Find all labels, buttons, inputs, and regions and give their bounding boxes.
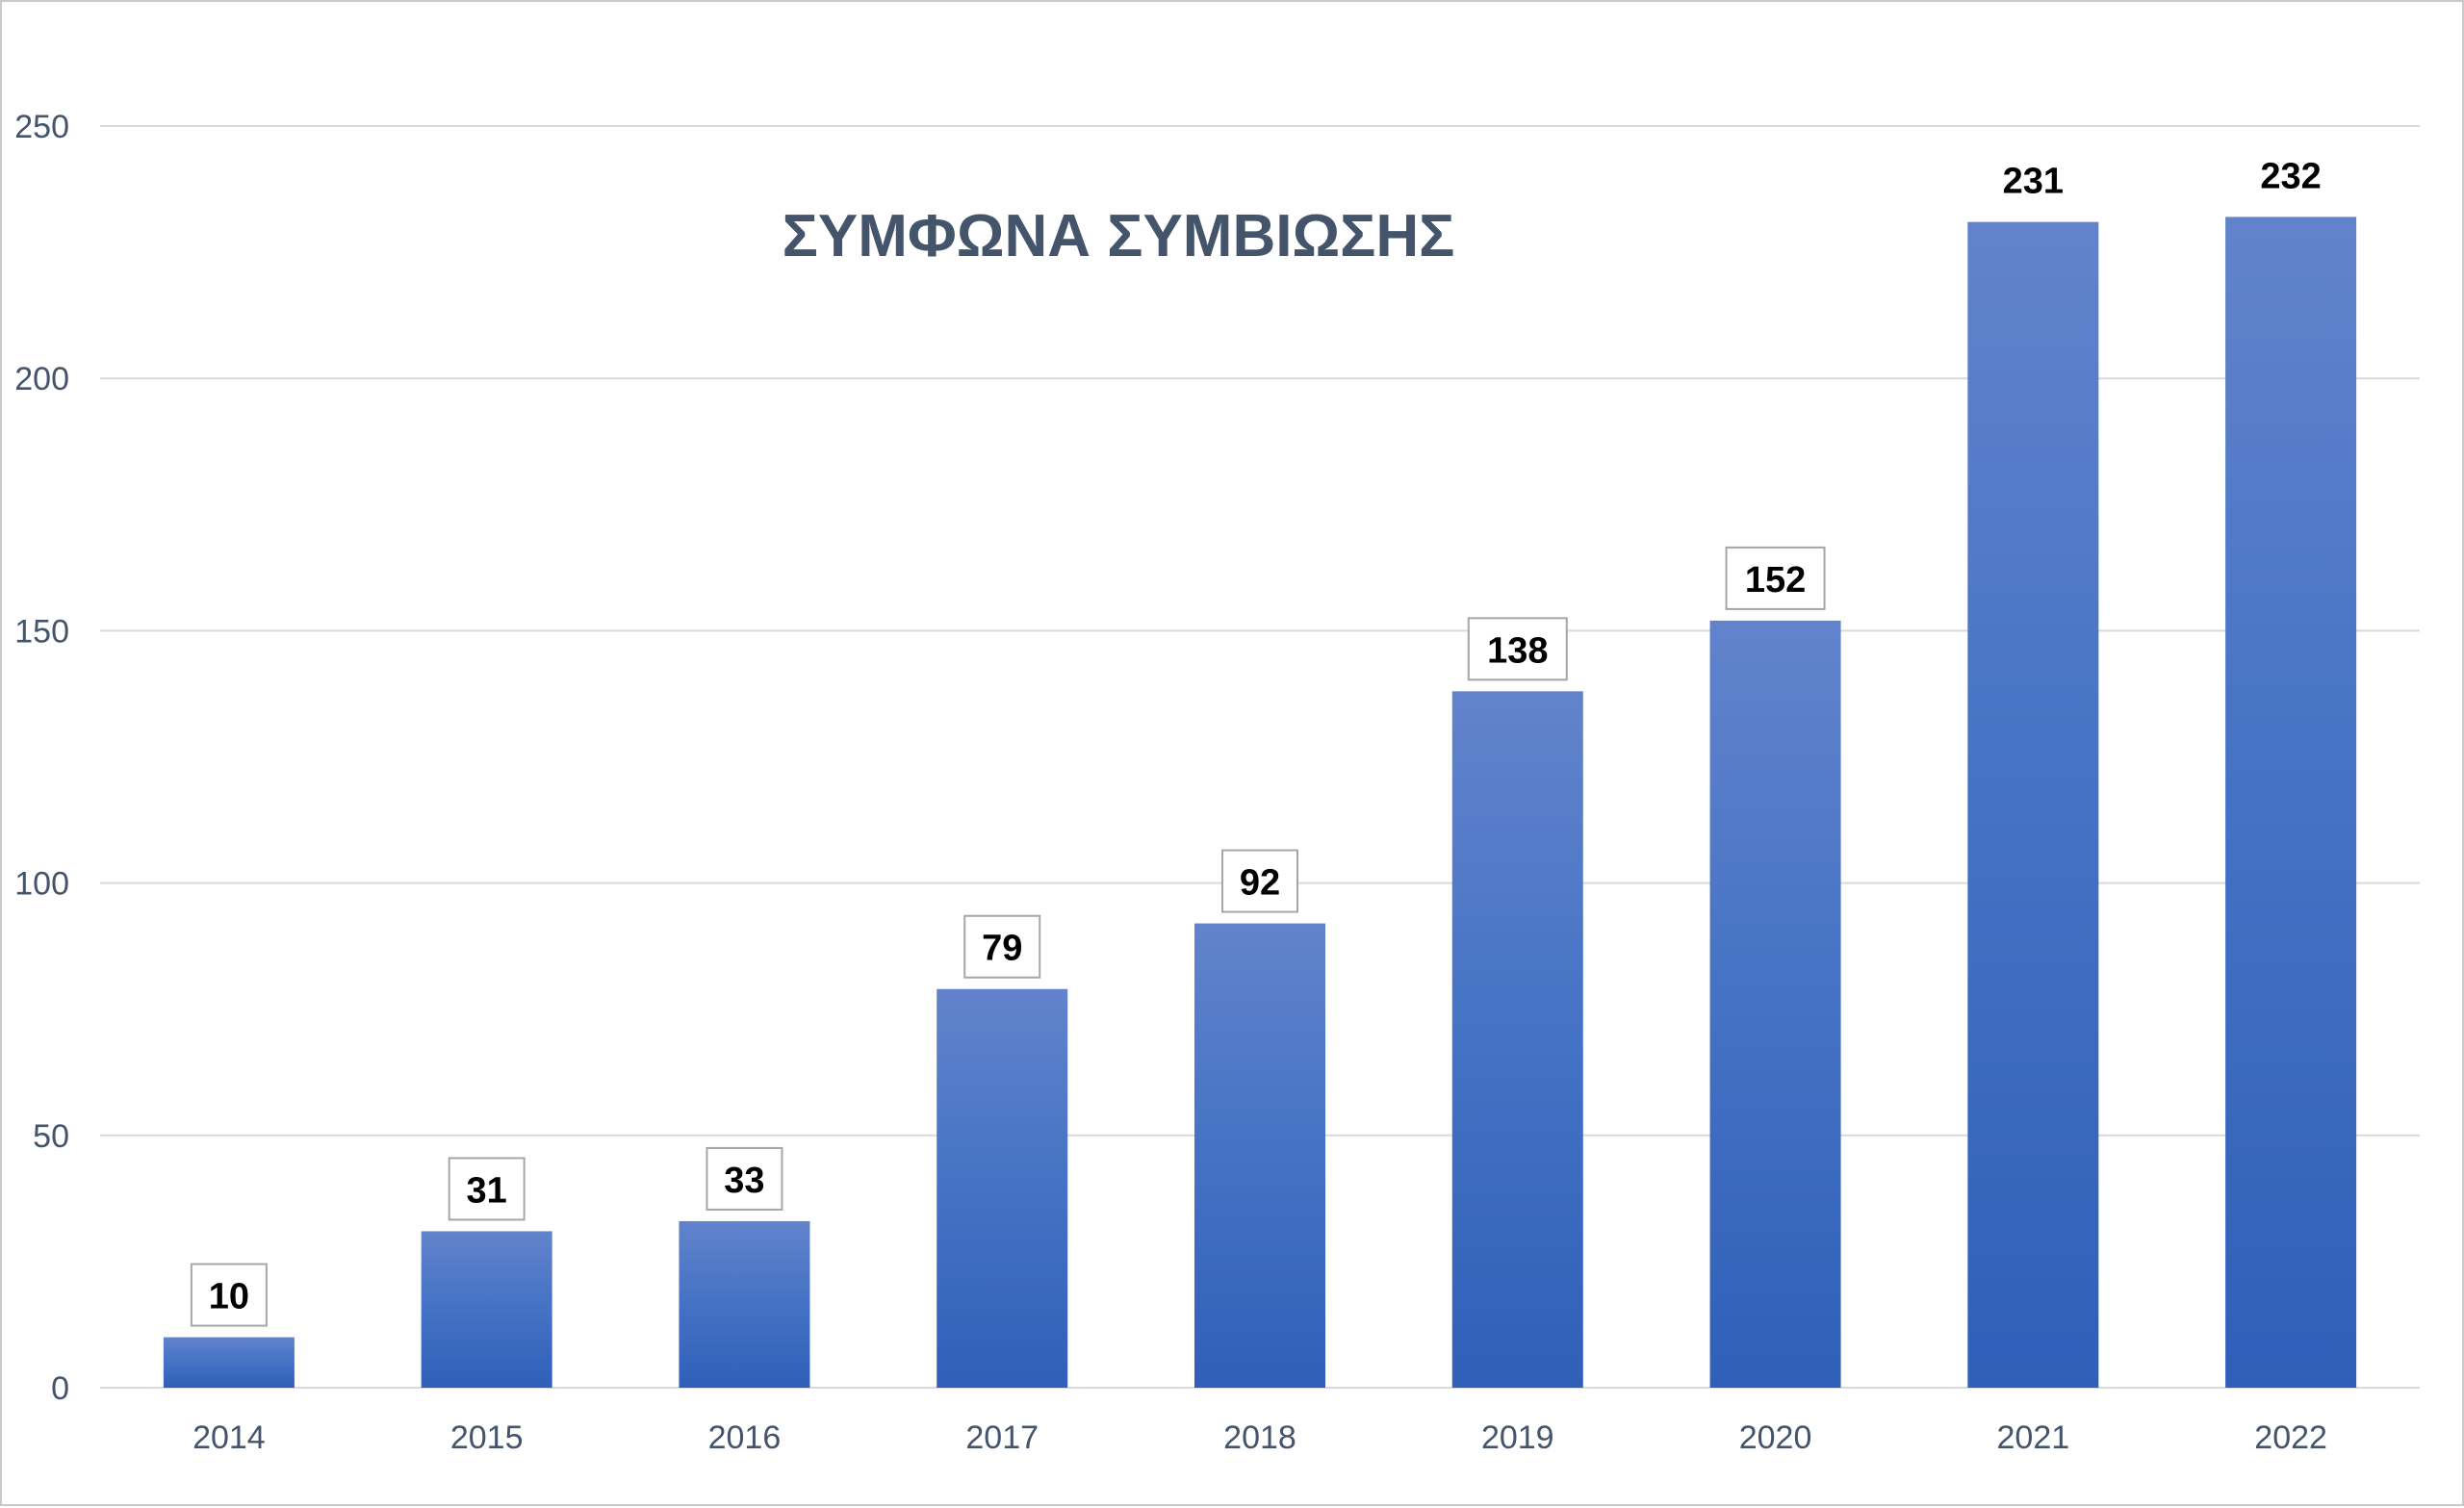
- data-labels: 10 31 33 79 92 138 152 231 232: [190, 156, 2322, 1327]
- data-label-box: [706, 1146, 783, 1211]
- x-tick-label: 2020: [1739, 1419, 1812, 1456]
- y-tick-label: 0: [51, 1370, 69, 1407]
- data-label-2020: 152: [1745, 560, 1806, 601]
- data-label-box: [1725, 546, 1826, 610]
- data-label-2014: 10: [209, 1277, 249, 1317]
- x-tick-label: 2017: [965, 1419, 1039, 1456]
- bars: [163, 217, 2357, 1389]
- data-label-2017: 79: [982, 929, 1022, 969]
- y-tick-label: 200: [14, 361, 69, 397]
- data-label-box: [963, 914, 1041, 979]
- bar-2017: [937, 988, 1068, 1388]
- y-tick-label: 50: [33, 1118, 69, 1155]
- bar-2015: [421, 1231, 552, 1388]
- data-label-2015: 31: [467, 1170, 507, 1211]
- x-tick-label: 2016: [708, 1419, 782, 1456]
- x-tick-label: 2022: [2254, 1419, 2327, 1456]
- x-tick-label: 2015: [450, 1419, 524, 1456]
- x-tick-label: 2019: [1481, 1419, 1554, 1456]
- data-label-box: [448, 1157, 526, 1221]
- x-tick-label: 2018: [1223, 1419, 1296, 1456]
- y-tick-label: 150: [14, 613, 69, 650]
- data-label-box: [1221, 849, 1298, 913]
- y-tick-label: 250: [14, 109, 69, 145]
- data-label-2021: 231: [2003, 162, 2064, 202]
- data-label-2019: 138: [1487, 630, 1548, 671]
- x-axis-categories: 2014 2015 2016 2017 2018 2019 2020 2021 2022: [192, 1419, 2327, 1456]
- y-tick-label: 100: [14, 866, 69, 903]
- bar-2018: [1194, 923, 1325, 1388]
- data-label-2022: 232: [2260, 156, 2321, 196]
- bar-2021: [1967, 221, 2099, 1389]
- bar-2014: [163, 1337, 295, 1388]
- data-label-box: [1467, 617, 1568, 681]
- x-tick-label: 2021: [1997, 1419, 2070, 1456]
- bar-2019: [1451, 691, 1583, 1388]
- bar-2022: [2225, 217, 2357, 1389]
- data-label-box: [190, 1263, 268, 1327]
- chart-title: ΣΥΜΦΩΝΑ ΣΥΜΒΙΩΣΗΣ: [783, 203, 1455, 269]
- data-label-2016: 33: [724, 1161, 764, 1201]
- data-label-2018: 92: [1240, 863, 1280, 904]
- y-axis-ticks: 0 50 100 150 200 250: [14, 109, 69, 1407]
- bar-2016: [679, 1220, 810, 1388]
- x-tick-label: 2014: [192, 1419, 266, 1456]
- bar-2020: [1709, 620, 1841, 1388]
